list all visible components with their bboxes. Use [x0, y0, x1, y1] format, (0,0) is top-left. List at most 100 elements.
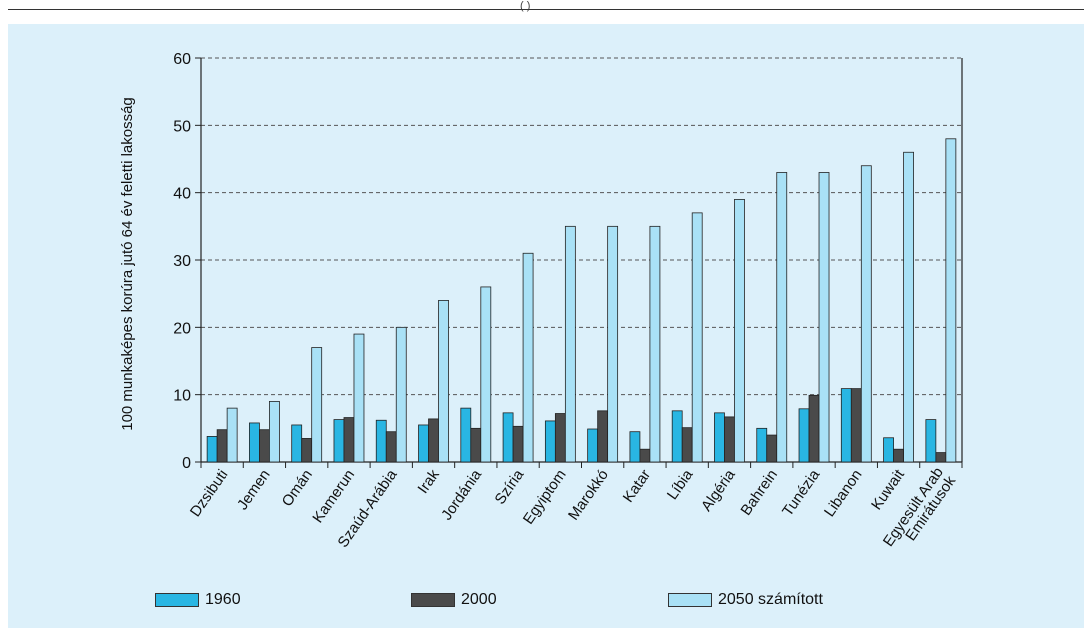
x-tick-label: Szíria — [491, 466, 527, 508]
bar-1960 — [840, 388, 852, 463]
x-tick-label-line: Szíria — [491, 466, 527, 508]
x-tick-label-line: Katar — [620, 467, 654, 506]
legend-label-2050: 2050 számított — [718, 591, 823, 608]
bar-2050 — [818, 172, 830, 463]
bar-2000 — [259, 429, 270, 463]
x-tick-label: Algéria — [698, 466, 739, 515]
bar-2050 — [776, 172, 788, 463]
bar-2000 — [850, 388, 862, 463]
bar-chart: 0 10 20 30 40 50 60 100 munkaképes korúra jutó … — [119, 51, 963, 551]
y-tick-label: 60 — [173, 51, 191, 68]
bar-1960 — [418, 424, 429, 463]
x-tick-label: Omán — [279, 467, 316, 510]
bar-2000 — [428, 418, 439, 463]
x-tick-label: Jemen — [234, 467, 274, 514]
legend-swatch-1960 — [155, 593, 199, 607]
legend-item-2000: 2000 — [411, 590, 497, 610]
bar-1960 — [544, 420, 556, 463]
x-tick-label-line: Irak — [415, 466, 444, 497]
legend-label-1960: 1960 — [205, 591, 241, 608]
bar-2050 — [691, 212, 703, 463]
y-tick-label: 20 — [173, 320, 191, 337]
y-tick-label: 0 — [182, 455, 191, 472]
bar-2000 — [216, 429, 228, 463]
bar-2050 — [903, 151, 914, 463]
x-tick-label: Tunézia — [779, 466, 824, 520]
bar-2050 — [734, 198, 745, 463]
bar-2050 — [269, 400, 280, 463]
bar-2000 — [724, 416, 735, 463]
top-rule — [8, 9, 1084, 10]
bar-2000 — [893, 448, 904, 463]
bar-2050 — [860, 165, 872, 463]
x-tick-label: Dzsibuti — [187, 467, 232, 520]
x-tick-label: Egyiptom — [520, 467, 570, 528]
bar-2050 — [607, 225, 619, 463]
bar-1960 — [460, 407, 472, 463]
bar-2050 — [438, 299, 449, 463]
legend-item-2050: 2050 számított — [668, 590, 823, 610]
x-tick-label-line: Marokkó — [565, 467, 612, 524]
bar-1960 — [206, 436, 218, 463]
x-tick-label-line: Egyiptom — [520, 467, 570, 528]
x-tick-label-line: Omán — [279, 467, 316, 510]
bar-1960 — [502, 412, 514, 463]
header-fragment: ( ) — [520, 0, 531, 12]
x-tick-label-line: Kuwait — [868, 466, 908, 513]
x-tick-label: Katar — [620, 467, 654, 506]
x-tick-label-line: Dzsibuti — [187, 467, 232, 520]
bar-2050 — [395, 326, 407, 463]
x-tick-label: Bahrein — [737, 467, 781, 519]
y-tick-label: 10 — [173, 388, 191, 405]
bar-1960 — [671, 410, 683, 463]
legend-label-2000: 2000 — [461, 591, 497, 608]
bar-1960 — [249, 422, 260, 463]
bar-2000 — [301, 438, 313, 463]
legend-swatch-2050 — [668, 593, 712, 607]
bar-1960 — [375, 419, 387, 463]
x-tick-label-line: Algéria — [698, 466, 739, 515]
legend-swatch-2000 — [411, 593, 455, 607]
x-tick-label: Líbia — [664, 466, 697, 503]
bar-2000 — [808, 394, 820, 463]
x-tick-label-line: Libanon — [821, 467, 866, 520]
x-tick-label: Kuwait — [868, 466, 908, 513]
bar-2050 — [311, 347, 323, 463]
chart-panel: 0 10 20 30 40 50 60 100 munkaképes korúra jutó … — [8, 24, 1084, 628]
bar-1960 — [883, 437, 894, 463]
bar-2000 — [512, 425, 524, 463]
bar-1960 — [925, 419, 937, 463]
bar-2050 — [945, 138, 957, 463]
bar-2050 — [226, 407, 238, 463]
x-tick-label-line: Tunézia — [779, 466, 824, 520]
bar-1960 — [333, 419, 345, 463]
x-tick-label-line: Jordánia — [438, 466, 485, 523]
x-tick-label-line: Líbia — [664, 466, 697, 503]
bar-1960 — [714, 412, 725, 463]
x-tick-label-line: Bahrein — [737, 467, 781, 519]
x-tick-label: Marokkó — [565, 467, 612, 524]
y-tick-label: 40 — [173, 186, 191, 203]
legend-item-1960: 1960 — [155, 590, 241, 610]
bar-1960 — [629, 431, 641, 463]
bar-2000 — [935, 452, 947, 463]
bar-2000 — [470, 427, 482, 463]
bar-1960 — [587, 428, 599, 463]
bar-2000 — [385, 431, 397, 463]
bar-1960 — [756, 427, 768, 463]
y-tick-label: 30 — [173, 253, 191, 270]
y-axis-label: 100 munkaképes korúra jutó 64 év feletti… — [119, 97, 136, 431]
bar-1960 — [291, 424, 303, 463]
bar-2050 — [353, 333, 365, 463]
bar-2000 — [766, 434, 778, 463]
bar-2000 — [554, 413, 566, 463]
x-tick-label: Irak — [415, 466, 444, 497]
bar-2050 — [649, 225, 661, 463]
x-tick-label-line: Jemen — [234, 467, 274, 514]
x-tick-label: Jordánia — [438, 466, 485, 523]
bar-2000 — [343, 417, 355, 463]
bar-2050 — [522, 252, 534, 463]
bar-1960 — [798, 408, 810, 463]
bar-2050 — [564, 225, 576, 463]
bar-2000 — [681, 427, 693, 463]
